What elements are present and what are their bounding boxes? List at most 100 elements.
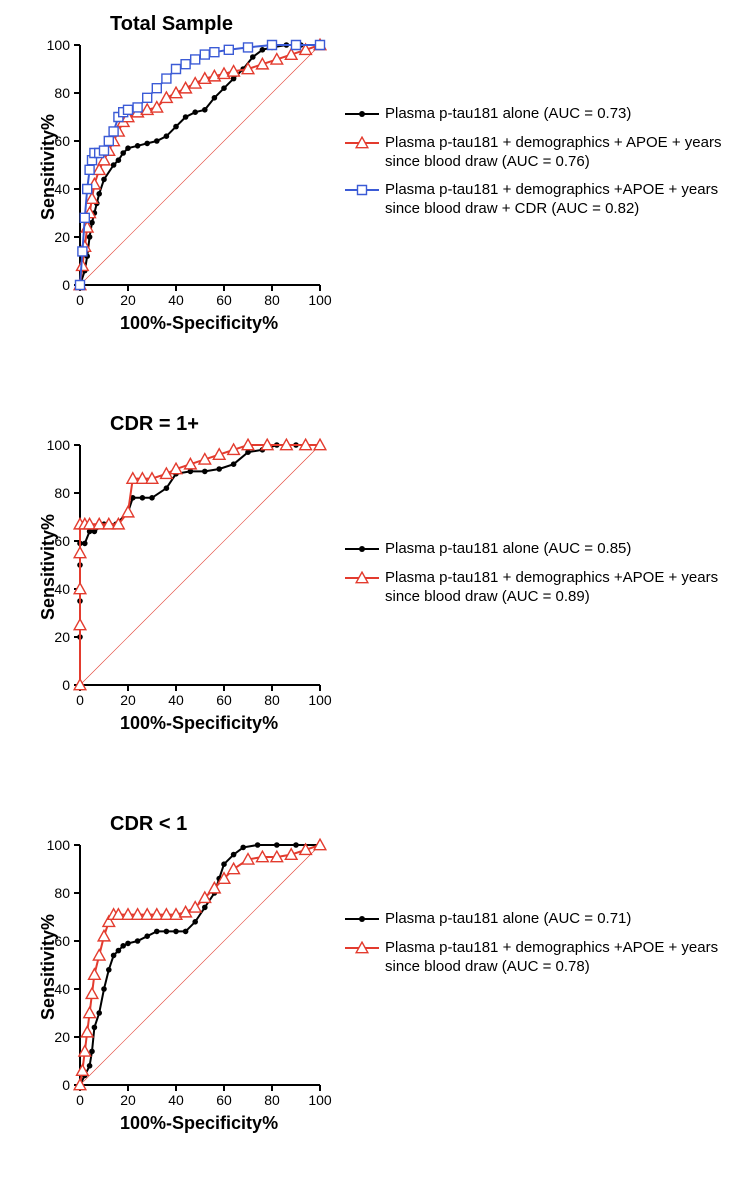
roc-marker (173, 124, 179, 130)
roc-marker (89, 969, 101, 980)
roc-marker (101, 177, 107, 183)
roc-marker (164, 485, 170, 491)
legend-item: Plasma p-tau181 + demographics + APOE + … (345, 134, 735, 172)
y-tick-label: 100 (47, 37, 71, 53)
y-tick-label: 20 (54, 629, 70, 645)
y-tick-label: 80 (54, 485, 70, 501)
roc-marker (183, 929, 189, 935)
x-tick-label: 100 (308, 1092, 332, 1108)
legend-swatch (345, 542, 379, 556)
legend-swatch (345, 107, 379, 121)
roc-marker (87, 1063, 93, 1069)
x-axis-label: 100%-Specificity% (120, 713, 278, 734)
roc-marker (81, 1026, 93, 1037)
roc-marker (221, 861, 227, 867)
y-tick-label: 20 (54, 229, 70, 245)
y-tick-label: 20 (54, 1029, 70, 1045)
legend-label: Plasma p-tau181 alone (AUC = 0.85) (385, 540, 735, 559)
legend-item: Plasma p-tau181 alone (AUC = 0.73) (345, 105, 735, 124)
roc-marker (274, 842, 280, 848)
legend-item: Plasma p-tau181 alone (AUC = 0.85) (345, 540, 735, 559)
roc-marker (202, 469, 208, 475)
x-tick-label: 40 (168, 692, 184, 708)
roc-marker (224, 45, 233, 54)
x-tick-label: 20 (120, 1092, 136, 1108)
roc-marker (80, 213, 89, 222)
y-tick-label: 0 (62, 677, 70, 693)
y-axis-label: Sensitivity% (38, 114, 59, 220)
roc-marker (124, 105, 133, 114)
roc-marker (293, 842, 299, 848)
roc-marker (120, 943, 126, 949)
roc-marker (240, 845, 246, 851)
roc-marker (78, 247, 87, 256)
roc-marker (101, 986, 107, 992)
legend-label: Plasma p-tau181 + demographics +APOE + y… (385, 569, 735, 607)
x-tick-label: 60 (216, 1092, 232, 1108)
roc-marker (135, 143, 141, 149)
roc-marker (292, 41, 301, 50)
roc-marker (154, 138, 160, 144)
legend-label: Plasma p-tau181 alone (AUC = 0.73) (385, 105, 735, 124)
roc-marker (125, 941, 131, 947)
legend-label: Plasma p-tau181 + demographics +APOE + y… (385, 939, 735, 977)
roc-marker (86, 988, 98, 999)
roc-marker (191, 55, 200, 64)
y-tick-label: 0 (62, 277, 70, 293)
roc-marker (84, 1007, 96, 1018)
roc-marker (106, 967, 112, 973)
diagonal-reference (80, 445, 320, 685)
roc-marker (125, 145, 131, 151)
legend-label: Plasma p-tau181 + demographics + APOE + … (385, 134, 735, 172)
y-axis-label: Sensitivity% (38, 914, 59, 1020)
roc-marker (192, 109, 198, 115)
roc-marker (173, 929, 179, 935)
roc-marker (192, 919, 198, 925)
roc-marker (92, 1025, 98, 1031)
legend-item: Plasma p-tau181 + demographics +APOE + y… (345, 181, 735, 219)
legend-swatch (345, 136, 379, 150)
x-tick-label: 100 (308, 692, 332, 708)
x-axis-label: 100%-Specificity% (120, 1113, 278, 1134)
roc-marker (120, 150, 126, 156)
roc-marker (260, 47, 266, 53)
roc-marker (100, 146, 109, 155)
roc-marker (104, 137, 113, 146)
roc-marker (202, 107, 208, 113)
roc-marker (76, 281, 85, 290)
roc-marker (152, 84, 161, 93)
x-tick-label: 60 (216, 692, 232, 708)
roc-marker (221, 85, 227, 91)
roc-marker (74, 619, 86, 630)
legend-item: Plasma p-tau181 + demographics +APOE + y… (345, 939, 735, 977)
x-tick-label: 80 (264, 692, 280, 708)
roc-marker (144, 933, 150, 939)
roc-marker (216, 466, 222, 472)
figure-root: Total Sample002020404060608080100100Sens… (0, 0, 750, 1178)
roc-marker (133, 103, 142, 112)
legend-label: Plasma p-tau181 alone (AUC = 0.71) (385, 910, 735, 929)
roc-marker (83, 185, 92, 194)
y-tick-label: 0 (62, 1077, 70, 1093)
roc-marker (250, 54, 256, 60)
roc-marker (116, 157, 122, 163)
roc-marker (85, 165, 94, 174)
x-axis-label: 100%-Specificity% (120, 313, 278, 334)
roc-marker (140, 495, 146, 501)
roc-marker (149, 495, 155, 501)
roc-marker (228, 863, 240, 874)
y-tick-label: 80 (54, 85, 70, 101)
roc-marker (111, 162, 117, 168)
roc-marker (89, 1049, 95, 1055)
roc-plot: 002020404060608080100100 (30, 0, 370, 335)
legend: Plasma p-tau181 alone (AUC = 0.85) Plasma… (345, 540, 735, 616)
roc-marker (231, 461, 237, 467)
y-tick-label: 80 (54, 885, 70, 901)
roc-marker (86, 193, 98, 204)
roc-marker (135, 938, 141, 944)
roc-marker (164, 929, 170, 935)
x-tick-label: 20 (120, 692, 136, 708)
roc-marker (212, 95, 218, 101)
roc-marker (164, 133, 170, 139)
y-tick-label: 100 (47, 837, 71, 853)
